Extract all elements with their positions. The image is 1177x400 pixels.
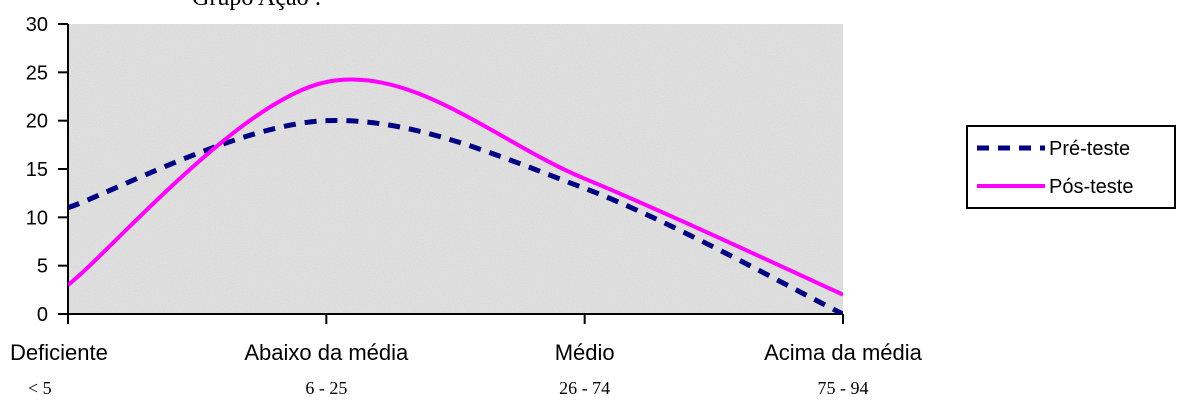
series-line-pre-teste (68, 118, 843, 314)
plot-area (68, 24, 843, 314)
y-tick-label: 15 (26, 159, 48, 181)
x-range-label: < 5 (28, 378, 52, 398)
series-layer (68, 77, 843, 314)
chart-title: Grupo Ação : (192, 0, 321, 11)
x-tick-label: Médio (555, 340, 615, 365)
x-tick-label: Abaixo da média (244, 340, 409, 365)
x-tick-label: Acima da média (764, 340, 923, 365)
x-range-label: 75 - 94 (818, 378, 869, 398)
y-tick-label: 10 (26, 207, 48, 229)
x-range-label: 26 - 74 (559, 378, 610, 398)
y-tick-label: 0 (37, 304, 48, 326)
legend-box (966, 125, 1176, 209)
x-axis-ticks: Deficiente < 5 Abaixo da média 6 - 25 Médio 2… (10, 314, 923, 398)
y-tick-label: 30 (26, 14, 48, 36)
legend-label-pos-teste: Pós-teste (1049, 176, 1133, 198)
legend-label-pre-teste: Pré-teste (1049, 138, 1130, 160)
plot-texture (68, 24, 843, 314)
y-tick-label: 5 (37, 256, 48, 278)
x-tick-label: Deficiente (10, 340, 108, 365)
series-line-pos-teste (68, 77, 843, 297)
y-tick-label: 20 (26, 111, 48, 133)
x-range-label: 6 - 25 (305, 378, 347, 398)
y-tick-label: 25 (26, 62, 48, 84)
legend: Pré-teste Pós-teste (966, 125, 1176, 209)
y-axis-ticks: 0 5 10 15 20 25 30 (26, 14, 68, 326)
